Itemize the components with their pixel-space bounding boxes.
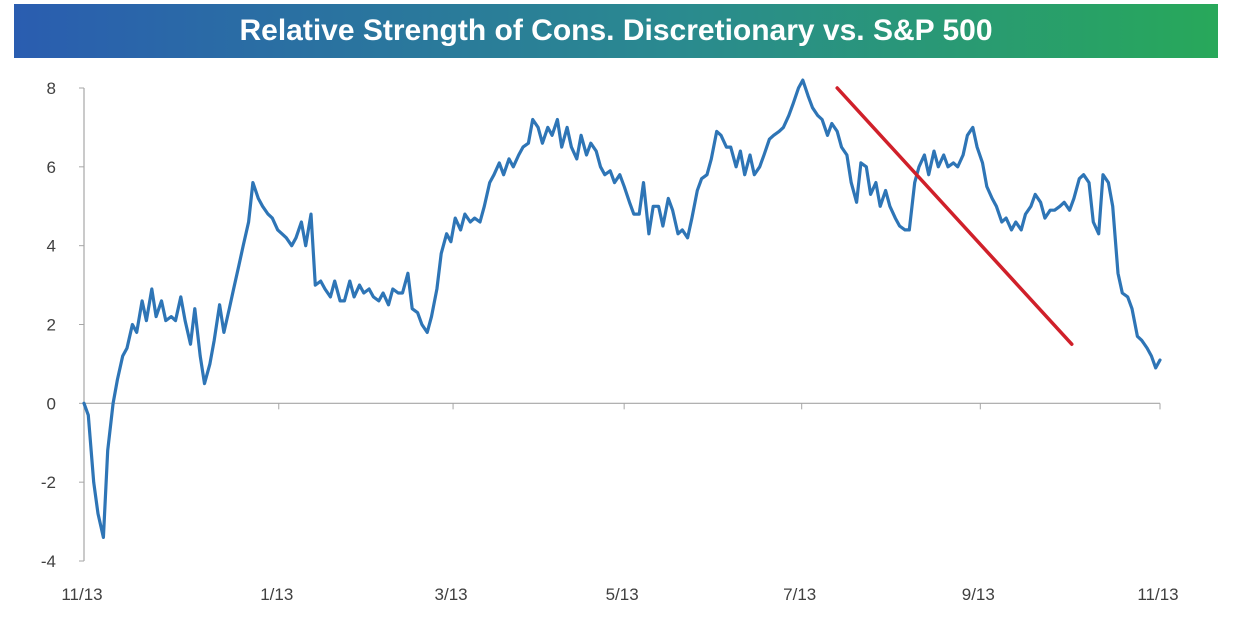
x-tick-label: 11/13	[61, 585, 102, 604]
chart-title: Relative Strength of Cons. Discretionary…	[239, 14, 993, 47]
chart-axes	[83, 88, 1160, 561]
x-tick-label: 5/13	[606, 585, 639, 604]
trendline	[835, 86, 1074, 346]
y-tick-label: -2	[41, 473, 56, 492]
x-tick-label: 11/13	[1137, 585, 1178, 604]
trendline-group	[835, 86, 1074, 346]
x-tick-label: 7/13	[783, 585, 816, 604]
x-tick-label: 9/13	[962, 585, 995, 604]
y-tick-label: 6	[47, 158, 56, 177]
y-tick-label: -4	[41, 552, 56, 571]
x-axis-ticks: 11/13 1/13 3/13 5/13 7/13 9/13 11/13	[61, 403, 1179, 604]
y-axis-ticks: -4 -2 0 2 4 6 8	[41, 79, 84, 571]
y-tick-label: 4	[47, 237, 56, 256]
x-tick-label: 3/13	[435, 585, 468, 604]
series-line	[82, 78, 1162, 539]
y-tick-label: 2	[47, 316, 56, 335]
chart-title-banner: Relative Strength of Cons. Discretionary…	[14, 4, 1218, 58]
series-group	[82, 78, 1162, 539]
y-tick-label: 0	[47, 394, 56, 413]
x-tick-label: 1/13	[260, 585, 293, 604]
y-tick-label: 8	[47, 79, 56, 98]
